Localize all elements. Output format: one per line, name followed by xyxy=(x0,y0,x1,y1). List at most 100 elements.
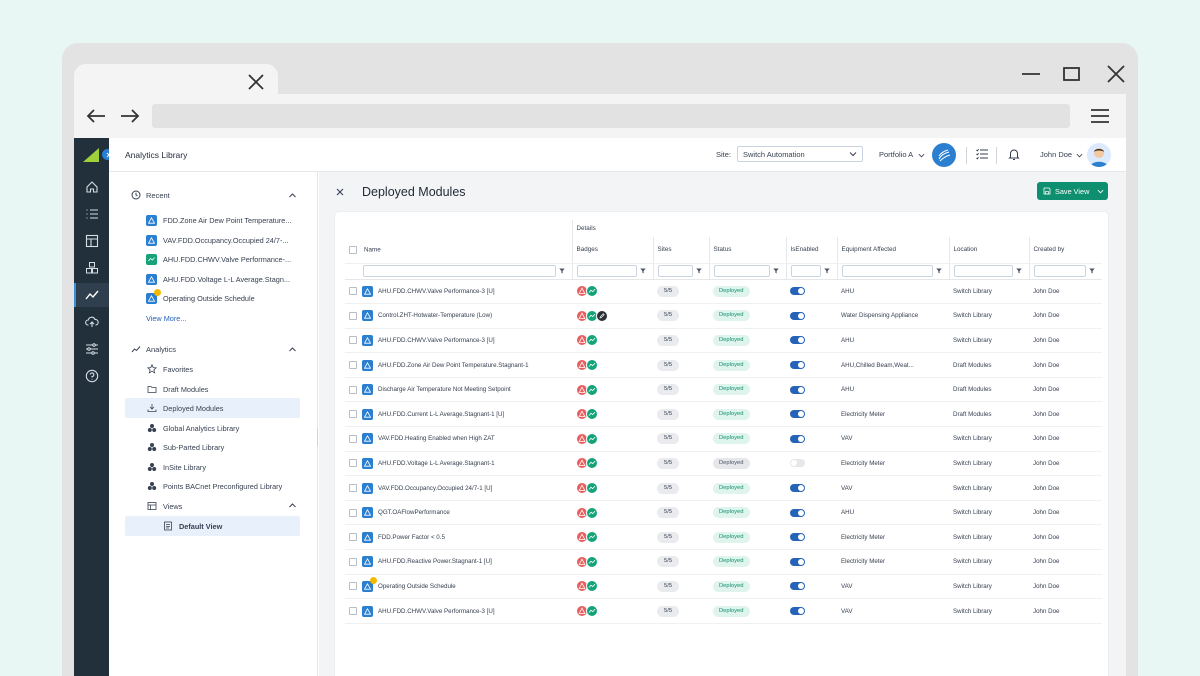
module-name-link[interactable]: FDD.Power Factor < 0.5 xyxy=(378,533,445,541)
filter-icon[interactable] xyxy=(639,268,646,274)
trend-badge-icon[interactable] xyxy=(586,334,598,347)
column-header-name[interactable]: Name xyxy=(345,237,572,264)
trend-badge-icon[interactable] xyxy=(586,383,598,396)
table-row[interactable]: AHU.FDD.Current L-L Average.Stagnant-1 [… xyxy=(345,401,1103,428)
column-header-badges[interactable]: Badges xyxy=(571,237,653,264)
module-name-link[interactable]: AHU.FDD.CHWV.Valve Performance-3 [U] xyxy=(378,336,495,344)
recent-item[interactable]: AHU.FDD.CHWV.Valve Performance-... xyxy=(146,254,291,265)
portfolio-select[interactable]: Portfolio A xyxy=(879,150,925,159)
library-item-views[interactable]: Views xyxy=(125,496,300,516)
table-row[interactable]: AHU.FDD.Reactive Power.Stagnant-1 [U] 5/5… xyxy=(345,549,1103,575)
module-name-link[interactable]: AHU.FDD.Reactive Power.Stagnant-1 [U] xyxy=(378,558,492,566)
filter-icon[interactable] xyxy=(1015,268,1022,274)
recent-section-header[interactable]: Recent xyxy=(131,190,170,200)
filter-icon[interactable] xyxy=(1089,268,1095,274)
back-arrow-icon[interactable] xyxy=(84,104,108,128)
enabled-toggle[interactable] xyxy=(790,533,805,542)
module-name-link[interactable]: VAV.FDD.Heating Enabled when High ZAT xyxy=(378,435,495,443)
expand-rail-button[interactable] xyxy=(102,149,113,160)
chevron-up-icon[interactable] xyxy=(288,191,297,200)
close-panel-icon[interactable] xyxy=(334,186,346,198)
row-checkbox[interactable] xyxy=(349,287,357,296)
trend-badge-icon[interactable] xyxy=(586,408,598,421)
enabled-toggle[interactable] xyxy=(790,434,805,443)
library-item-favorites[interactable]: Favorites xyxy=(125,359,300,379)
enabled-toggle[interactable] xyxy=(790,557,805,566)
recent-item[interactable]: AHU.FDD.Voltage L-L Average.Stagn... xyxy=(146,274,290,285)
table-row[interactable]: VAV.FDD.Occupancy.Occupied 24/7-1 [U] 5/5… xyxy=(345,475,1103,501)
alert-badge-icon[interactable] xyxy=(576,309,588,322)
view-more-link[interactable]: View More... xyxy=(146,314,187,323)
enabled-toggle[interactable] xyxy=(790,484,805,493)
enabled-toggle[interactable] xyxy=(790,508,805,517)
module-name-link[interactable]: AHU.FDD.CHWV.Valve Performance-3 [U] xyxy=(378,287,495,295)
bell-icon[interactable] xyxy=(1007,147,1021,161)
enabled-toggle[interactable] xyxy=(790,336,805,345)
column-header-status[interactable]: Status xyxy=(708,237,786,264)
chevron-up-icon[interactable] xyxy=(288,345,297,354)
filter-icon[interactable] xyxy=(695,268,702,274)
library-item-points-bacnet[interactable]: Points BACnet Preconfigured Library xyxy=(125,476,300,496)
recent-item[interactable]: Operating Outside Schedule xyxy=(146,289,255,304)
table-row[interactable]: QGT.OAFlowPerformance 5/5 Deployed AHU Switc… xyxy=(345,500,1103,526)
table-row[interactable]: Control.ZHT-Hotwater-Temperature (Low) 5/… xyxy=(345,303,1103,329)
save-view-button[interactable]: Save View xyxy=(1037,182,1108,200)
column-header-location[interactable]: Location xyxy=(948,237,1029,264)
alert-badge-icon[interactable] xyxy=(576,531,588,544)
library-item-insite[interactable]: InSite Library xyxy=(125,457,300,477)
home-icon[interactable] xyxy=(82,177,101,196)
filter-input-status[interactable] xyxy=(713,265,770,277)
table-row[interactable]: VAV.FDD.Heating Enabled when High ZAT 5/5… xyxy=(345,426,1103,452)
recent-item[interactable]: VAV.FDD.Occupancy.Occupied 24/7-... xyxy=(146,235,288,246)
library-item-sub-parted[interactable]: Sub-Parted Library xyxy=(125,437,300,457)
filter-input-created-by[interactable] xyxy=(1033,265,1087,277)
library-item-global-analytics[interactable]: Global Analytics Library xyxy=(125,418,300,438)
address-bar[interactable] xyxy=(152,104,1070,128)
trend-badge-icon[interactable] xyxy=(586,457,598,470)
library-item-deployed-modules[interactable]: Deployed Modules xyxy=(125,398,300,418)
enabled-toggle[interactable] xyxy=(790,459,805,468)
hamburger-menu-icon[interactable] xyxy=(1088,104,1112,128)
column-header-created-by[interactable]: Created by xyxy=(1028,237,1103,264)
sliders-icon[interactable] xyxy=(82,339,101,358)
column-header-isenabled[interactable]: IsEnabled xyxy=(785,237,837,264)
module-name-link[interactable]: QGT.OAFlowPerformance xyxy=(378,509,450,517)
row-checkbox[interactable] xyxy=(349,533,357,542)
enabled-toggle[interactable] xyxy=(790,287,805,296)
row-checkbox[interactable] xyxy=(349,385,357,394)
library-item-draft-modules[interactable]: Draft Modules xyxy=(125,379,300,399)
row-checkbox[interactable] xyxy=(349,484,357,493)
user-name[interactable]: John Doe xyxy=(1040,150,1073,159)
enabled-toggle[interactable] xyxy=(790,607,805,616)
module-name-link[interactable]: Discharge Air Temperature Not Meeting Se… xyxy=(378,386,511,394)
modules-icon[interactable] xyxy=(82,258,101,277)
site-select[interactable]: Switch Automation xyxy=(737,146,863,162)
trend-badge-icon[interactable] xyxy=(586,605,598,618)
filter-icon[interactable] xyxy=(772,268,779,274)
analytics-icon[interactable] xyxy=(82,285,101,304)
filter-icon[interactable] xyxy=(558,268,565,274)
enabled-toggle[interactable] xyxy=(790,311,805,320)
minimize-icon[interactable] xyxy=(1020,63,1042,85)
row-checkbox[interactable] xyxy=(349,336,357,345)
alert-badge-icon[interactable] xyxy=(576,457,588,470)
table-row[interactable]: Discharge Air Temperature Not Meeting Se… xyxy=(345,377,1103,403)
chevron-up-icon[interactable] xyxy=(288,501,297,510)
recent-item[interactable]: FDD.Zone Air Dew Point Temperature... xyxy=(146,215,291,226)
module-name-link[interactable]: AHU.FDD.Current L-L Average.Stagnant-1 [… xyxy=(378,410,505,418)
table-row[interactable]: Operating Outside Schedule 5/5 Deployed VAV… xyxy=(345,574,1103,600)
trend-badge-icon[interactable] xyxy=(586,555,598,568)
table-row[interactable]: AHU.FDD.CHWV.Valve Performance-3 [U] 5/5 D… xyxy=(345,598,1103,624)
filter-icon[interactable] xyxy=(935,268,942,274)
row-checkbox[interactable] xyxy=(349,508,357,517)
filter-input-equipment[interactable] xyxy=(841,265,933,277)
enabled-toggle[interactable] xyxy=(790,385,805,394)
table-row[interactable]: AHU.FDD.CHWV.Valve Performance-3 [U] 5/5 D… xyxy=(345,279,1103,305)
row-checkbox[interactable] xyxy=(349,582,357,591)
library-item-default-view[interactable]: Default View xyxy=(125,516,300,536)
trend-badge-icon[interactable] xyxy=(586,531,598,544)
checklist-icon[interactable] xyxy=(82,204,101,223)
enabled-toggle[interactable] xyxy=(790,361,805,370)
row-checkbox[interactable] xyxy=(349,557,357,566)
enabled-toggle[interactable] xyxy=(790,582,805,591)
